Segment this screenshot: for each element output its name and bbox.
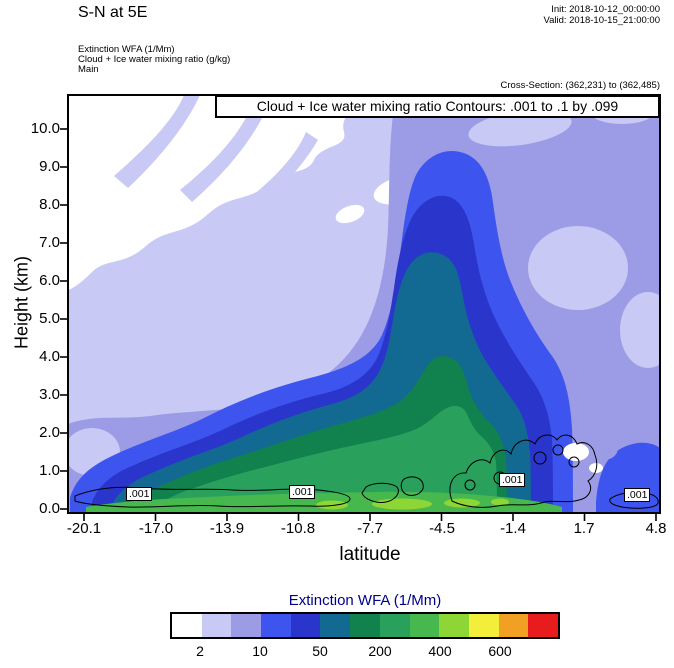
x-tick-label: -4.5 — [429, 520, 455, 537]
colorbar — [170, 612, 560, 639]
colorbar-segment — [201, 614, 232, 637]
colorbar-segment — [350, 614, 380, 637]
y-tick-label: 4.0 — [39, 348, 60, 365]
field-label-domain: Main — [78, 64, 99, 75]
colorbar-tick-label: 200 — [368, 643, 392, 659]
contour-value-label: .001 — [499, 473, 526, 487]
fill-white-patch — [335, 204, 365, 224]
fill-lavender-pocket — [528, 226, 628, 310]
y-tick-label: 0.0 — [39, 500, 60, 517]
fill-yellowgreen-spot — [444, 498, 480, 508]
y-tick-label: 7.0 — [39, 234, 60, 251]
cloud-contour-lines — [74, 434, 659, 509]
valid-time: Valid: 2018-10-15_21:00:00 — [543, 15, 660, 26]
colorbar-segment — [528, 614, 558, 637]
fill-lavender-streak — [114, 95, 200, 188]
fill-lavender-streak — [252, 132, 318, 206]
colorbar-segment — [379, 614, 410, 637]
colorbar-segment — [468, 614, 499, 637]
fill-white-spot — [563, 443, 589, 461]
x-tick-label: -7.7 — [357, 520, 383, 537]
fill-periwinkle-notch — [590, 436, 618, 460]
colorbar-tick-label: 50 — [312, 643, 328, 659]
colorbar-tick-label: 400 — [428, 643, 452, 659]
field-label-extinction: Extinction WFA (1/Mm) — [78, 44, 175, 55]
fill-yellowgreen-spot — [372, 498, 432, 510]
fill-white-upperleft — [68, 95, 358, 290]
init-time: Init: 2018-10-12_00:00:00 — [551, 4, 660, 15]
x-tick-label: 1.7 — [573, 520, 595, 537]
fill-yellowgreen-spot — [491, 498, 509, 506]
y-tick-label: 6.0 — [39, 272, 60, 289]
y-tick-label: 10.0 — [30, 120, 60, 137]
fill-lavender-streak — [180, 100, 268, 202]
colorbar-segment — [231, 614, 262, 637]
x-tick-label: -17.0 — [138, 520, 174, 537]
colorbar-segment — [439, 614, 469, 637]
contour-value-label: .001 — [126, 487, 153, 501]
x-tick-label: 4.8 — [645, 520, 667, 537]
colorbar-segment — [290, 614, 321, 637]
contour-value-label: .001 — [289, 485, 316, 499]
y-tick-label: 3.0 — [39, 386, 60, 403]
colorbar-title: Extinction WFA (1/Mm) — [288, 592, 442, 609]
page-title: S-N at 5E — [78, 4, 148, 21]
y-tick-label: 5.0 — [39, 310, 60, 327]
contour-value-label: .001 — [624, 488, 651, 502]
y-tick-label: 9.0 — [39, 158, 60, 175]
x-axis-title: latitude — [339, 544, 401, 565]
x-tick-label: -20.1 — [66, 520, 102, 537]
cross-section-label: Cross-Section: (362,231) to (362,485) — [500, 80, 660, 91]
fill-yellowgreen-spot — [316, 500, 348, 510]
colorbar-segment — [320, 614, 351, 637]
y-axis-title: Height (km) — [11, 256, 32, 350]
colorbar-tick-label: 2 — [196, 643, 204, 659]
colorbar-segment — [261, 614, 291, 637]
fill-lavender-pocket — [620, 292, 660, 368]
colorbar-tick-label: 10 — [252, 643, 268, 659]
fill-lavender-pocket — [468, 109, 572, 147]
field-label-cloud-ice: Cloud + Ice water mixing ratio (g/kg) — [78, 54, 231, 65]
x-tick-label: -13.9 — [209, 520, 245, 537]
filled-contour-field — [68, 95, 660, 513]
y-tick-label: 8.0 — [39, 196, 60, 213]
y-axis-ticks — [60, 128, 68, 510]
colorbar-segment — [409, 614, 440, 637]
x-tick-label: -10.8 — [280, 520, 316, 537]
y-tick-label: 1.0 — [39, 462, 60, 479]
x-axis-ticks — [83, 513, 657, 521]
colorbar-segment — [498, 614, 529, 637]
y-tick-label: 2.0 — [39, 424, 60, 441]
contour-annotation-box: Cloud + Ice water mixing ratio Contours:… — [215, 95, 660, 118]
colorbar-tick-label: 600 — [488, 643, 512, 659]
fill-green — [152, 405, 497, 513]
x-tick-label: -1.4 — [500, 520, 526, 537]
colorbar-segment — [172, 614, 202, 637]
